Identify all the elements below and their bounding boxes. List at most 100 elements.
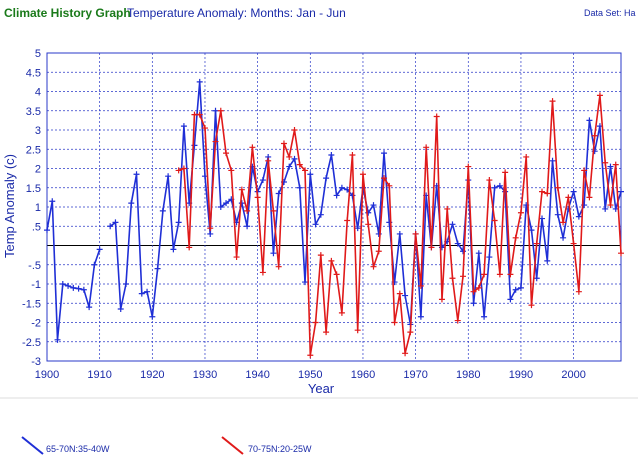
data-point (307, 352, 314, 359)
y-tick-label: 3.5 (26, 106, 41, 118)
data-point (412, 230, 419, 237)
data-point (291, 155, 298, 162)
data-point (460, 248, 467, 255)
data-point (207, 230, 214, 237)
x-tick-label: 1970 (403, 369, 427, 381)
data-point (107, 223, 114, 230)
data-point (618, 188, 624, 195)
data-point (386, 182, 393, 189)
data-point (149, 313, 156, 320)
legend-label-blue: 65-70N:35-40W (46, 444, 110, 454)
data-point (165, 173, 172, 180)
x-tick-label: 1950 (298, 369, 322, 381)
data-point (180, 123, 187, 130)
legend-swatch-red (221, 436, 244, 455)
data-point (502, 169, 509, 176)
data-point (612, 161, 619, 168)
data-point (470, 300, 477, 307)
y-tick-label: 5 (35, 48, 41, 60)
data-point (286, 153, 293, 160)
data-point (560, 219, 567, 226)
data-point (481, 313, 488, 320)
data-point (460, 273, 467, 280)
data-point (554, 211, 561, 218)
data-point (175, 219, 182, 226)
data-point (91, 261, 98, 268)
data-point (502, 188, 509, 195)
data-point (159, 207, 166, 214)
data-point (370, 202, 377, 209)
data-point (539, 188, 546, 195)
data-point (291, 127, 298, 133)
data-point (175, 167, 182, 174)
data-point (475, 284, 482, 291)
data-point (238, 200, 245, 207)
legend-swatch-blue (21, 436, 44, 455)
data-point (328, 152, 335, 159)
data-point (333, 192, 340, 199)
data-point (528, 302, 535, 309)
data-point (433, 113, 440, 120)
y-tick-label: -2.5 (22, 337, 41, 349)
data-point (296, 161, 303, 168)
data-point (517, 284, 524, 291)
data-point (144, 288, 151, 295)
x-tick-label: 1930 (193, 369, 217, 381)
data-point (496, 271, 503, 278)
data-point (575, 288, 582, 295)
data-point (270, 207, 277, 214)
data-point (96, 246, 103, 253)
data-point (465, 163, 472, 170)
dataset-label[interactable]: Data Set: Ha (584, 8, 636, 18)
data-point (370, 263, 377, 270)
data-point (449, 275, 456, 282)
x-tick-label: 1910 (87, 369, 111, 381)
y-tick-label: .5 (32, 221, 41, 233)
data-point (323, 175, 330, 182)
x-tick-label: 1980 (456, 369, 480, 381)
data-point (549, 157, 556, 164)
data-point (533, 275, 540, 282)
data-point (544, 257, 551, 264)
data-point (544, 190, 551, 197)
data-point (359, 171, 366, 178)
data-point (396, 230, 403, 237)
data-point (507, 296, 514, 303)
data-point (201, 125, 208, 132)
data-point (54, 336, 61, 343)
series-line (46, 200, 101, 341)
data-point (212, 107, 219, 114)
data-point (423, 144, 430, 151)
data-point (475, 250, 482, 257)
data-point (596, 92, 603, 99)
y-tick-label: 1 (35, 202, 41, 214)
data-point (354, 327, 361, 334)
data-point (354, 225, 361, 232)
x-tick-label: 1940 (245, 369, 269, 381)
data-point (349, 192, 356, 199)
data-point (402, 292, 409, 299)
x-tick-label: 1960 (351, 369, 375, 381)
data-point (138, 290, 145, 297)
data-point (170, 246, 177, 253)
data-point (491, 217, 498, 224)
x-tick-label: 1900 (35, 369, 59, 381)
data-point (270, 250, 277, 257)
data-point (259, 177, 266, 184)
data-point (128, 200, 135, 207)
data-point (554, 184, 561, 191)
plot-border (46, 52, 622, 362)
data-point (512, 286, 519, 293)
data-point (302, 279, 309, 286)
data-point (296, 184, 303, 191)
data-point (317, 252, 324, 259)
data-point (417, 313, 424, 320)
data-point (602, 205, 609, 212)
data-point (207, 225, 214, 232)
data-point (244, 207, 251, 214)
y-tick-label: -2 (31, 318, 41, 330)
data-point (438, 296, 445, 303)
data-point (212, 138, 219, 145)
data-point (70, 284, 77, 291)
